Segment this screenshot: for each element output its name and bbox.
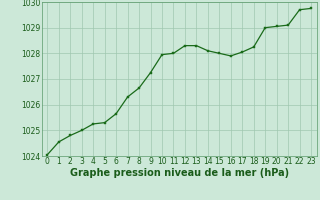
X-axis label: Graphe pression niveau de la mer (hPa): Graphe pression niveau de la mer (hPa) xyxy=(70,168,289,178)
